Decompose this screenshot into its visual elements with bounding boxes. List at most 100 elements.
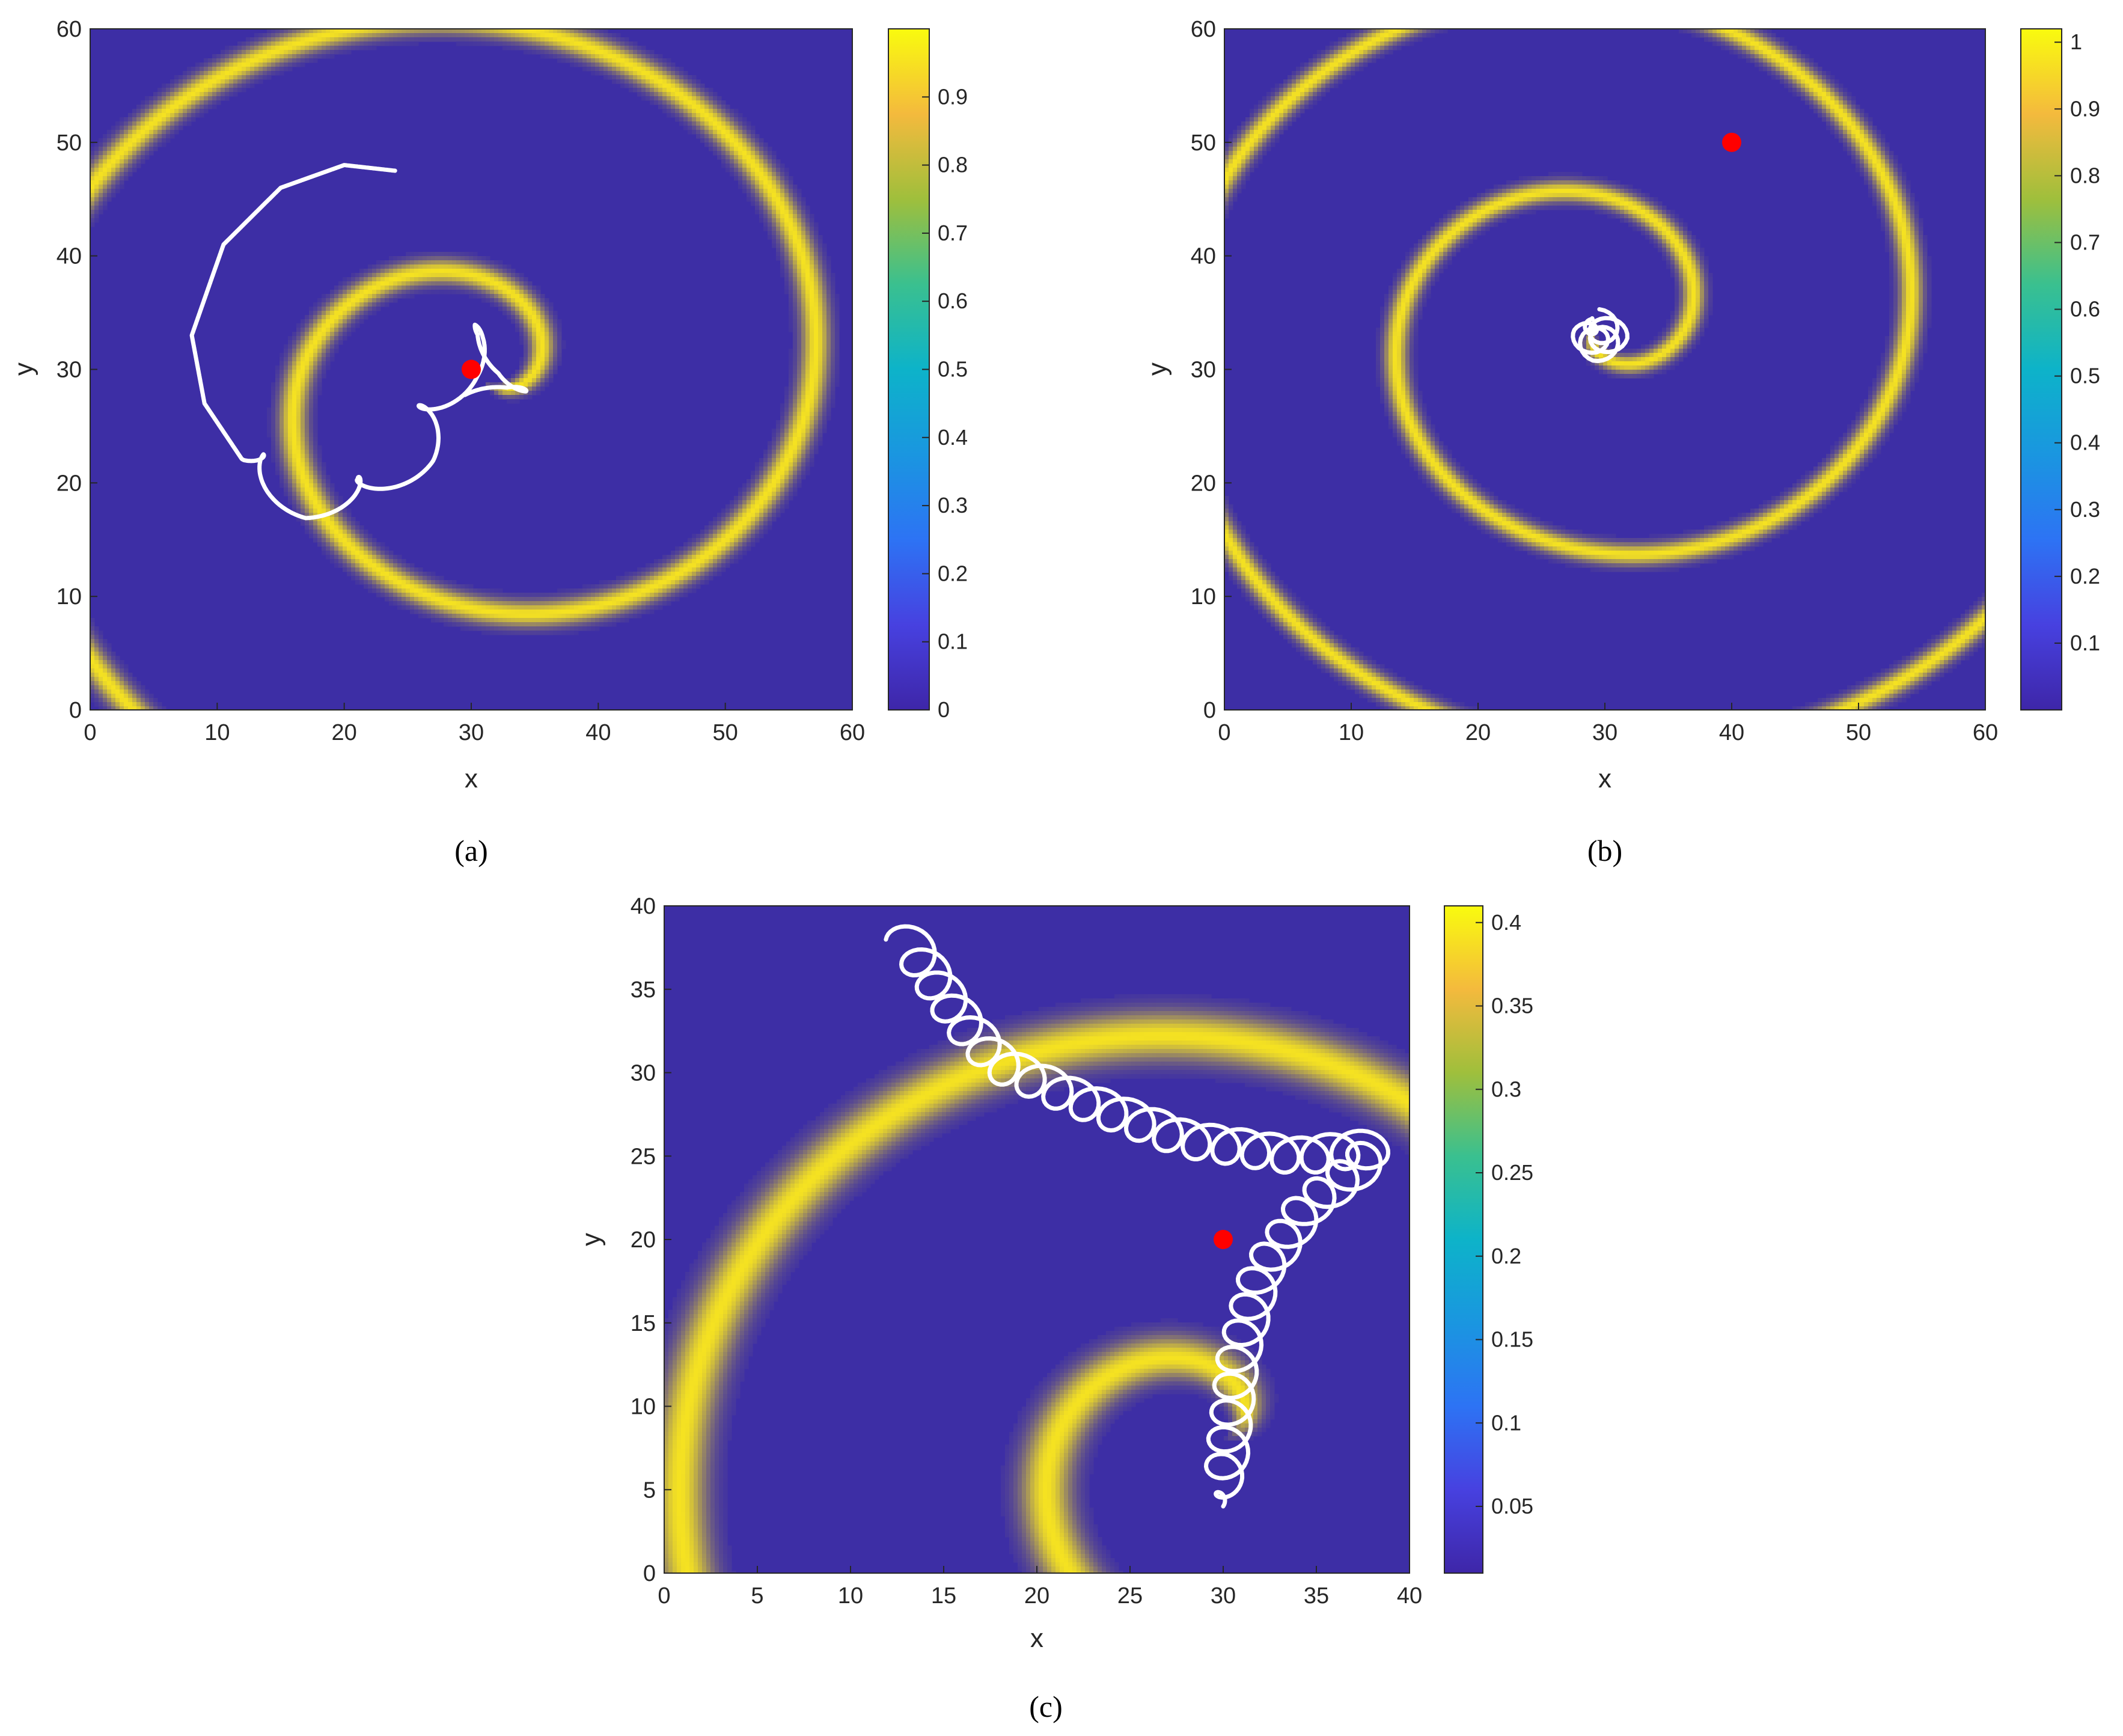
wave-cell [347,538,352,543]
wave-cell [410,37,415,42]
wave-cell [805,344,810,349]
wave-cell [810,319,814,324]
wave-cell [662,563,667,568]
wave-cell [793,206,798,210]
wave-cell [805,458,810,463]
wave-cell [755,176,760,181]
wave-cell [221,58,225,63]
wave-cell [431,601,436,606]
wave-cell [465,601,469,606]
wave-cell [822,290,827,295]
wave-cell [326,307,331,311]
wave-cell [326,54,331,59]
wave-cell [700,534,705,539]
wave-cell [793,201,798,206]
wave-cell [704,542,709,547]
wave-cell [742,530,747,534]
wave-cell [725,142,730,147]
wave-cell [355,29,360,34]
wave-cell [355,542,360,547]
wave-cell [393,260,398,265]
wave-cell [545,336,549,341]
wave-cell [742,176,747,181]
wave-cell [784,479,789,484]
wave-cell [317,361,322,366]
wave-cell [313,353,318,358]
wave-cell [322,538,326,543]
wave-cell [637,567,642,572]
wave-cell [330,323,335,328]
wave-cell [322,294,326,299]
wave-cell [309,382,314,387]
wave-cell [393,41,398,46]
wave-cell [347,521,352,526]
wave-cell [301,46,305,50]
wave-cell [789,391,793,396]
wave-cell [284,441,289,446]
wave-cell [725,504,730,509]
wave-cell [284,471,289,475]
wave-cell [317,328,322,332]
wave-cell [637,593,642,598]
wave-cell [498,597,503,602]
wave-cell [797,357,802,362]
wave-cell [557,353,562,358]
wave-cell [233,84,238,88]
wave-cell [460,256,465,261]
wave-cell [288,395,293,400]
wave-cell [397,580,402,585]
wave-cell [343,517,347,522]
wave-cell [397,269,402,274]
wave-cell [90,168,95,173]
wave-cell [734,134,739,139]
wave-cell [620,46,625,50]
wave-cell [313,509,318,513]
wave-cell [368,298,373,303]
wave-cell [338,311,343,316]
wave-cell [620,54,625,59]
wave-cell [528,391,533,396]
wave-cell [633,584,638,589]
wave-cell [174,100,179,105]
wave-cell [179,105,183,109]
wave-cell [343,33,347,38]
wave-cell [469,294,474,299]
wave-cell [784,269,789,274]
wave-cell [351,576,356,581]
wave-cell [776,479,781,484]
wave-cell [822,340,827,345]
wave-cell [793,281,798,286]
wave-cell [797,361,802,366]
wave-cell [747,496,751,501]
wave-cell [292,479,297,484]
wave-cell [780,458,785,463]
wave-cell [641,67,646,72]
wave-cell [780,403,785,408]
wave-cell [511,395,516,400]
wave-cell [755,517,760,522]
wave-cell [195,109,200,114]
wave-cell [242,79,246,84]
wave-cell [679,559,684,564]
wave-cell [768,201,772,206]
wave-cell [524,37,528,42]
wave-cell [591,50,596,55]
wave-cell [347,315,352,320]
wave-cell [431,281,436,286]
wave-cell [704,130,709,135]
wave-cell [747,530,751,534]
wave-cell [216,92,221,97]
wave-cell [359,530,364,534]
wave-cell [317,54,322,59]
wave-cell [460,601,465,606]
wave-cell [667,100,671,105]
wave-cell [801,206,806,210]
wave-cell [292,37,297,42]
wave-cell [359,269,364,274]
wave-cell [359,33,364,38]
wave-cell [599,46,604,50]
wave-cell [822,395,827,400]
wave-cell [658,597,663,602]
wave-cell [713,521,718,526]
wave-cell [166,121,171,126]
